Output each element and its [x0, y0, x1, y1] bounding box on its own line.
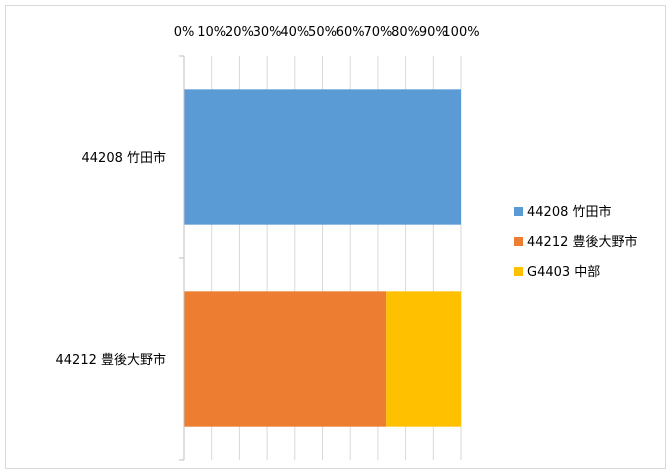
- x-tick-label-60: 60%: [336, 25, 365, 40]
- legend-swatch-3: [514, 267, 523, 276]
- bar-44212-series-2: [184, 291, 387, 427]
- x-tick-label-20: 20%: [225, 25, 254, 40]
- x-tick-label-100: 100%: [442, 25, 479, 40]
- legend-label-2: 44212 豊後大野市: [527, 234, 638, 250]
- category-labels: 44208 竹田市 44212 豊後大野市: [56, 150, 167, 368]
- x-tick-label-10: 10%: [197, 25, 226, 40]
- legend: 44208 竹田市 44212 豊後大野市 G4403 中部: [514, 204, 638, 280]
- x-tick-label-0: 0%: [174, 25, 195, 40]
- bar-44212-series-3: [386, 291, 461, 427]
- bar-44208-series-1: [184, 89, 461, 225]
- x-tick-label-80: 80%: [391, 25, 420, 40]
- category-label-2: 44212 豊後大野市: [56, 352, 167, 368]
- x-tick-label-50: 50%: [308, 25, 337, 40]
- bars: [184, 89, 461, 427]
- legend-label-3: G4403 中部: [527, 265, 600, 280]
- x-tick-label-70: 70%: [363, 25, 392, 40]
- x-tick-label-40: 40%: [280, 25, 309, 40]
- category-label-1: 44208 竹田市: [82, 150, 167, 166]
- x-tick-label-90: 90%: [419, 25, 448, 40]
- value-axis-ticks: 0% 10%20%30%40%50%60%70%80%90%100%: [174, 25, 480, 40]
- x-tick-label-30: 30%: [253, 25, 282, 40]
- legend-swatch-2: [514, 237, 523, 246]
- legend-swatch-1: [514, 207, 523, 216]
- category-axis: [179, 55, 185, 461]
- legend-label-1: 44208 竹田市: [527, 204, 612, 220]
